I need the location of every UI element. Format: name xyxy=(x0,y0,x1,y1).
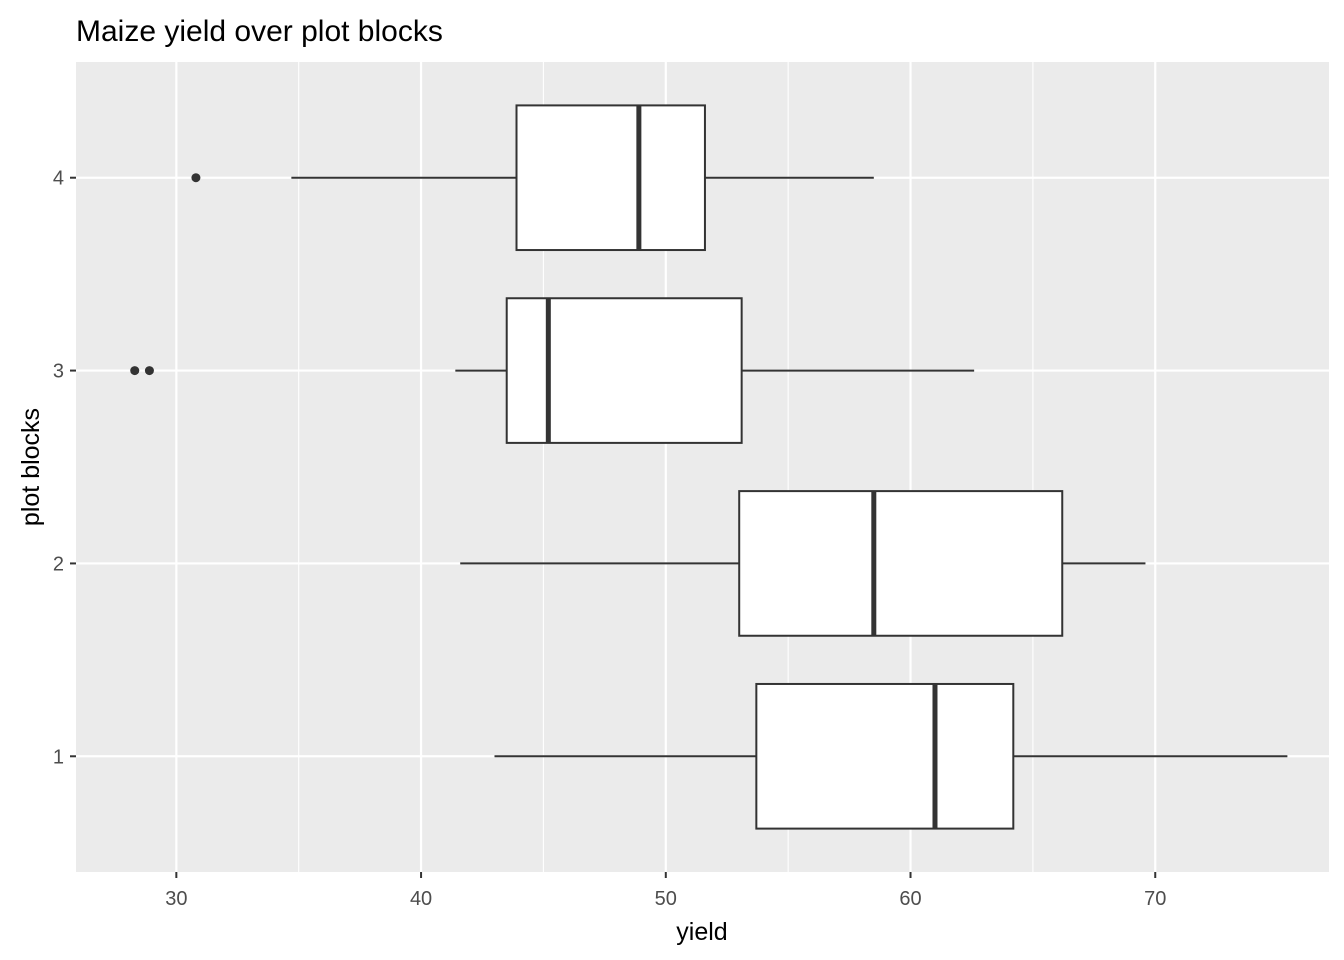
box-group-3 xyxy=(130,297,975,444)
box-group-1 xyxy=(494,682,1288,830)
y-tick-label: 3 xyxy=(53,361,64,383)
box-group-2 xyxy=(460,490,1146,637)
iqr-box xyxy=(755,682,1015,830)
x-tick-label: 70 xyxy=(1144,888,1166,910)
chart-title: Maize yield over plot blocks xyxy=(76,15,443,48)
x-tick-label: 30 xyxy=(165,888,187,910)
x-tick-label: 60 xyxy=(899,888,921,910)
y-tick-label: 2 xyxy=(53,553,64,575)
box-group-4 xyxy=(191,104,874,252)
iqr-box xyxy=(515,104,706,252)
outlier-point xyxy=(130,366,140,376)
x-tick-label: 50 xyxy=(655,888,677,910)
iqr-box xyxy=(738,490,1064,637)
iqr-box xyxy=(505,297,743,444)
box-series xyxy=(130,104,1288,830)
x-tick-label: 40 xyxy=(410,888,432,910)
x-axis-title: yield xyxy=(676,918,727,946)
y-axis-title: plot blocks xyxy=(17,408,45,526)
outlier-point xyxy=(144,366,154,376)
y-tick-label: 1 xyxy=(53,746,64,768)
axis-ticks: 30 40 50 60 70 1 2 3 4 xyxy=(53,168,1166,910)
y-tick-label: 4 xyxy=(53,168,64,190)
outlier-point xyxy=(191,173,201,183)
